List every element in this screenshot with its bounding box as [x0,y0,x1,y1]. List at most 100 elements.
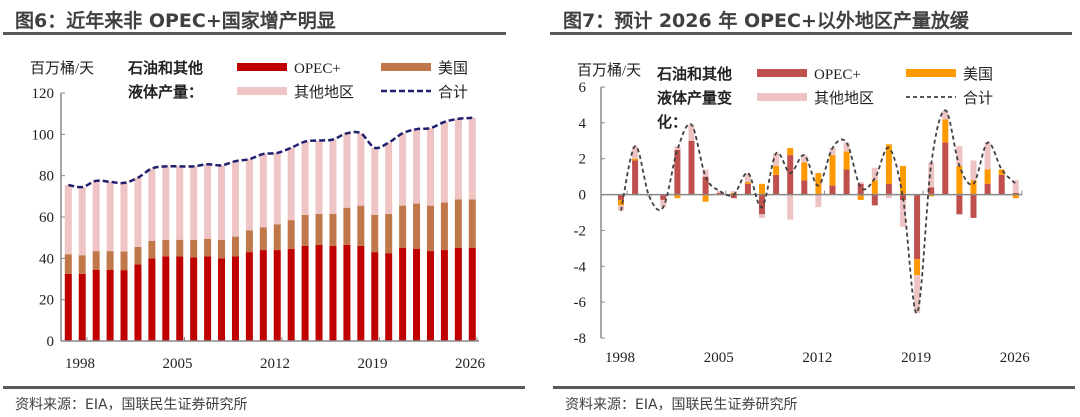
bar-0-OPEC+-2006 [176,256,184,341]
left-footer-rule [3,386,525,389]
bar-0-OPEC+-2007 [190,257,198,341]
bar-0-OPEC+-2013 [273,250,281,341]
y-tick-label-1: 4 [579,116,587,132]
bar-1-美国-2027 [1012,194,1019,199]
bar-1-OPEC+-2015 [843,169,850,195]
legend-label-0-total: 合计 [438,84,468,101]
bar-0-美国-2019 [357,205,365,246]
bar-0-其他地区-2004 [148,168,156,241]
bar-1-OPEC+-2027 [1012,192,1019,195]
bar-1-其他地区-2017 [871,167,878,181]
bar-1-美国-2013 [815,173,822,195]
y-tick-label-0: 80 [39,169,54,185]
legend-swatch-0-1 [381,63,431,71]
legend-label-1-total: 合计 [963,90,993,107]
bar-0-美国-2010 [231,236,239,257]
bar-1-OPEC+-2000 [632,160,639,195]
y-tick-label-1: -8 [574,331,587,347]
bar-1-其他地区-2013 [815,194,822,208]
bar-1-美国-2003 [674,194,681,199]
bar-0-OPEC+-1999 [78,273,86,341]
bar-1-其他地区-2018 [885,194,892,199]
bar-1-OPEC+-1999 [618,194,624,200]
bar-1-其他地区-2023 [956,146,963,166]
total-line-1 [620,109,1017,314]
bar-0-其他地区-2025 [440,121,448,203]
unit-label-1: 百万桶/天 [577,62,641,79]
legend-label-1-1: 美国 [963,66,993,83]
bar-1-OPEC+-2008 [744,183,751,195]
bar-0-美国-2027 [468,199,476,248]
bar-0-其他地区-2008 [204,164,212,239]
x-tick-label-1: 2012 [802,350,832,366]
y-tick-label-0: 0 [47,334,55,350]
bar-0-OPEC+-2025 [440,250,448,341]
bar-1-OPEC+-2014 [829,185,836,195]
x-tick-label-0: 1998 [65,356,95,372]
bar-0-OPEC+-2018 [343,244,351,341]
y-tick-label-1: -2 [574,223,587,239]
legend-swatch-0-2 [237,87,287,95]
x-tick-label-0: 2026 [455,356,486,372]
bar-0-其他地区-2014 [287,147,295,221]
bar-1-美国-2018 [885,144,892,184]
unit-label-0: 百万桶/天 [30,60,94,77]
bar-1-其他地区-2000 [632,146,639,159]
bar-1-OPEC+-2012 [801,180,808,195]
bar-1-美国-2026 [998,169,1005,175]
bar-0-其他地区-2010 [231,161,239,237]
bar-1-其他地区-2011 [787,194,794,220]
bar-1-美国-2020 [914,259,921,276]
bar-1-其他地区-2015 [843,142,850,152]
bar-0-其他地区-2020 [371,147,379,215]
bar-0-OPEC+-2026 [454,248,462,341]
bar-1-OPEC+-2024 [970,194,977,218]
x-tick-label-0: 2005 [163,356,193,372]
bar-0-OPEC+-2012 [259,250,267,341]
bar-1-OPEC+-2026 [998,174,1005,195]
right-source: 资料来源：EIA，国联民生证券研究所 [565,397,798,413]
bar-0-美国-2009 [218,239,226,259]
bar-1-OPEC+-2002 [660,194,667,200]
bar-0-其他地区-2018 [343,133,351,208]
y-tick-label-0: 20 [39,293,54,309]
bar-0-美国-2005 [162,239,170,257]
right-title-rule [550,32,1072,35]
bar-1-其他地区-2020 [914,275,921,313]
bar-1-其他地区-2025 [984,142,991,170]
bar-1-其他地区-2012 [801,155,808,163]
bar-0-美国-2015 [301,214,309,246]
bar-0-美国-2024 [426,205,434,252]
bar-1-美国-1999 [618,199,624,206]
legend-label-0-2: 其他地区 [294,84,354,101]
bar-1-OPEC+-2016 [857,183,864,195]
bar-0-OPEC+-2023 [413,249,421,341]
bar-0-OPEC+-2024 [426,251,434,341]
y-tick-label-1: -6 [574,295,587,311]
bar-0-OPEC+-2027 [468,248,476,341]
bar-0-OPEC+-2021 [385,253,393,341]
bar-0-OPEC+-2000 [92,269,100,341]
bar-0-其他地区-2027 [468,117,476,200]
legend-label-0-1: 美国 [438,60,468,77]
bar-1-其他地区-2024 [970,160,977,181]
y-tick-label-0: 40 [39,251,54,267]
bar-1-OPEC+-2011 [787,155,794,195]
bar-1-美国-2014 [829,155,836,186]
y-tick-label-0: 60 [39,210,54,226]
bar-0-OPEC+-2005 [162,256,170,341]
bar-0-其他地区-1999 [78,187,86,256]
bar-0-美国-2018 [343,207,351,245]
bar-1-其他地区-2005 [702,169,709,177]
y-tick-label-1: 0 [579,188,587,204]
bar-0-OPEC+-2004 [148,258,156,341]
bar-0-美国-2021 [385,213,393,254]
bar-0-美国-2014 [287,220,295,250]
legend-label-1-2: 其他地区 [814,90,874,107]
bar-0-其他地区-2022 [399,133,407,206]
bar-1-美国-2016 [857,194,864,200]
bar-1-美国-2023 [956,165,963,195]
bar-0-OPEC+-2010 [231,256,239,341]
bar-1-其他地区-2016 [857,182,864,184]
bar-0-其他地区-2012 [259,153,267,228]
